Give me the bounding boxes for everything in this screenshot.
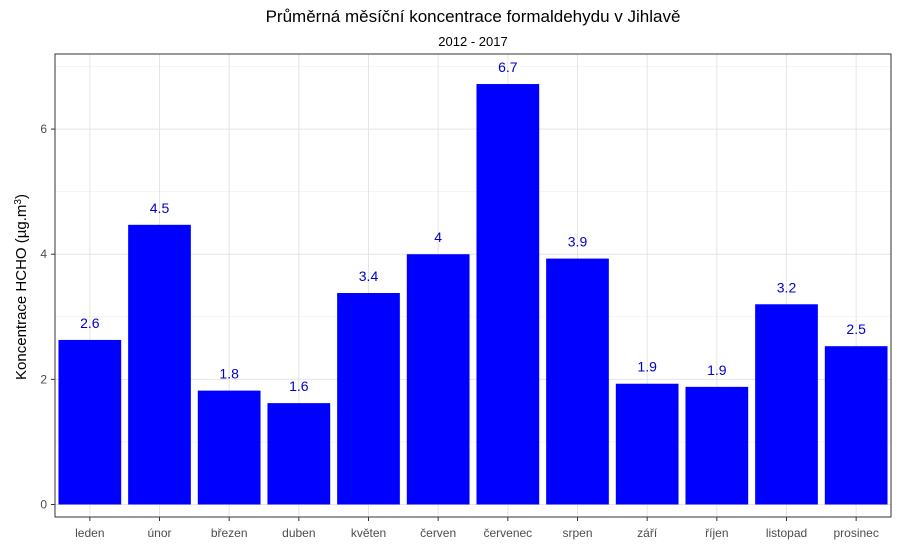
x-tick-label: září bbox=[637, 526, 658, 540]
x-tick-label: srpen bbox=[562, 526, 592, 540]
y-axis-title: Koncentrace HCHO (µg.m3) bbox=[13, 194, 31, 380]
bar bbox=[685, 386, 749, 505]
x-tick-label: prosinec bbox=[833, 526, 878, 540]
bar-value-label: 4.5 bbox=[150, 200, 170, 216]
y-axis-title-end: ) bbox=[13, 194, 30, 199]
x-tick-label: červen bbox=[420, 526, 456, 540]
bar bbox=[267, 403, 331, 505]
y-tick-label: 4 bbox=[40, 247, 47, 261]
bar bbox=[546, 258, 609, 505]
bar-value-label: 3.2 bbox=[777, 279, 797, 295]
bar bbox=[128, 224, 191, 505]
chart-title: Průměrná měsíční koncentrace formaldehyd… bbox=[266, 7, 681, 26]
bars bbox=[58, 84, 888, 505]
bar-value-label: 1.9 bbox=[637, 359, 657, 375]
bar-value-label: 1.9 bbox=[707, 362, 727, 378]
bar-value-label: 4 bbox=[434, 229, 442, 245]
data-labels: 2.6 4.5 1.8 1.6 3.4 4 6.7 3.9 1.9 1.9 3.2 2.5 bbox=[80, 59, 866, 394]
bar bbox=[755, 304, 818, 505]
bar-value-label: 1.6 bbox=[289, 378, 309, 394]
bar bbox=[615, 383, 679, 505]
x-tick-label: červenec bbox=[483, 526, 532, 540]
bar-value-label: 6.7 bbox=[498, 59, 518, 75]
chart-subtitle: 2012 - 2017 bbox=[438, 34, 507, 49]
x-tick-label: říjen bbox=[705, 526, 728, 540]
bar bbox=[58, 339, 122, 505]
y-axis-title-sup: 3 bbox=[13, 199, 24, 205]
x-tick-label: leden bbox=[75, 526, 104, 540]
bar bbox=[406, 254, 470, 505]
bar bbox=[476, 84, 540, 505]
x-tick-label: duben bbox=[282, 526, 315, 540]
y-tick-label: 2 bbox=[40, 372, 47, 386]
plot-panel-border bbox=[54, 53, 892, 518]
bar-value-label: 2.5 bbox=[846, 321, 866, 337]
x-tick-label: listopad bbox=[766, 526, 807, 540]
bar bbox=[197, 390, 261, 505]
bar bbox=[824, 346, 888, 505]
bar-value-label: 3.9 bbox=[568, 234, 588, 250]
bar-value-label: 3.4 bbox=[359, 268, 379, 284]
y-axis-title-main: Koncentrace HCHO (µg.m bbox=[13, 205, 30, 380]
bar bbox=[337, 293, 400, 505]
x-tick-label: květen bbox=[351, 526, 386, 540]
axes: 0 2 4 6 leden únor březen duben květen červen červ… bbox=[40, 53, 892, 540]
y-tick-label: 6 bbox=[40, 122, 47, 136]
bar-value-label: 2.6 bbox=[80, 315, 100, 331]
x-tick-label: březen bbox=[211, 526, 248, 540]
x-tick-label: únor bbox=[147, 526, 171, 540]
y-tick-label: 0 bbox=[40, 497, 47, 511]
bar-value-label: 1.8 bbox=[219, 366, 239, 382]
